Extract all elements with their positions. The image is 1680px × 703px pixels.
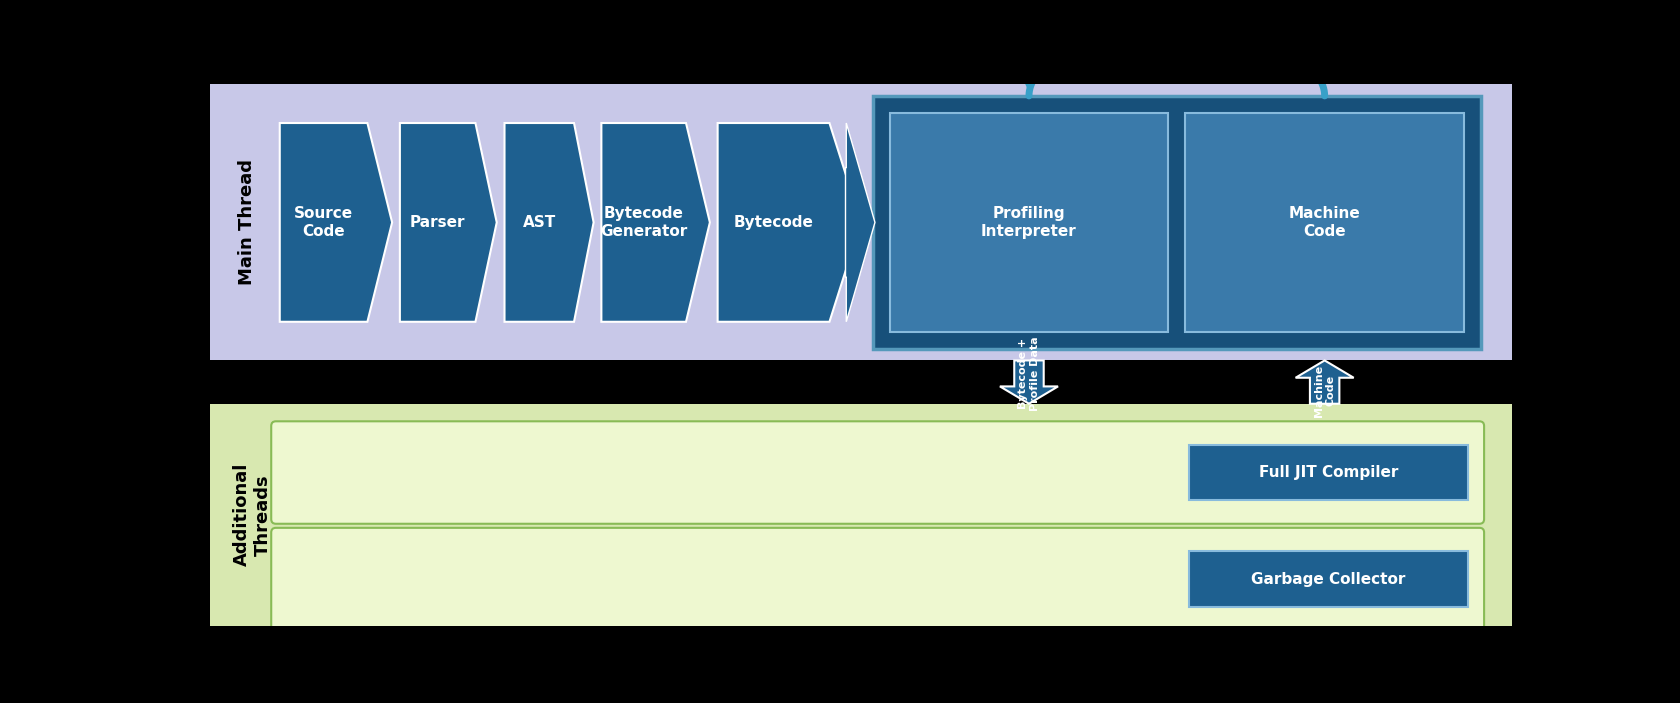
FancyBboxPatch shape (210, 84, 1512, 361)
FancyArrowPatch shape (1023, 75, 1035, 87)
Text: Source
Code: Source Code (294, 206, 353, 238)
Text: Additional
Threads: Additional Threads (234, 463, 272, 567)
FancyBboxPatch shape (270, 528, 1483, 631)
FancyBboxPatch shape (1189, 444, 1468, 501)
Text: Bytecode: Bytecode (734, 215, 813, 230)
Polygon shape (601, 123, 711, 322)
Text: Machine
Code: Machine Code (1289, 206, 1361, 238)
Polygon shape (1295, 361, 1354, 404)
Text: Bytecode
Generator: Bytecode Generator (600, 206, 687, 238)
Text: Machine
Code: Machine Code (1314, 365, 1336, 417)
Polygon shape (281, 123, 391, 322)
FancyBboxPatch shape (210, 404, 1512, 626)
FancyBboxPatch shape (1189, 551, 1468, 607)
FancyBboxPatch shape (872, 96, 1482, 349)
FancyBboxPatch shape (1186, 113, 1463, 332)
FancyBboxPatch shape (270, 421, 1483, 524)
Polygon shape (400, 123, 497, 322)
Text: Full JIT Compiler: Full JIT Compiler (1258, 465, 1398, 480)
Polygon shape (1000, 361, 1058, 404)
Text: AST: AST (522, 215, 556, 230)
Text: Bytecode +
Profile Data: Bytecode + Profile Data (1018, 336, 1040, 411)
Polygon shape (717, 123, 862, 322)
FancyBboxPatch shape (890, 113, 1168, 332)
Text: Garbage Collector: Garbage Collector (1252, 572, 1406, 586)
Polygon shape (504, 123, 593, 322)
Polygon shape (845, 123, 875, 322)
Text: Parser: Parser (410, 215, 465, 230)
Text: Profiling
Interpreter: Profiling Interpreter (981, 206, 1077, 238)
Text: Bailout: Bailout (1144, 1, 1210, 19)
Text: Main Thread: Main Thread (239, 160, 255, 285)
